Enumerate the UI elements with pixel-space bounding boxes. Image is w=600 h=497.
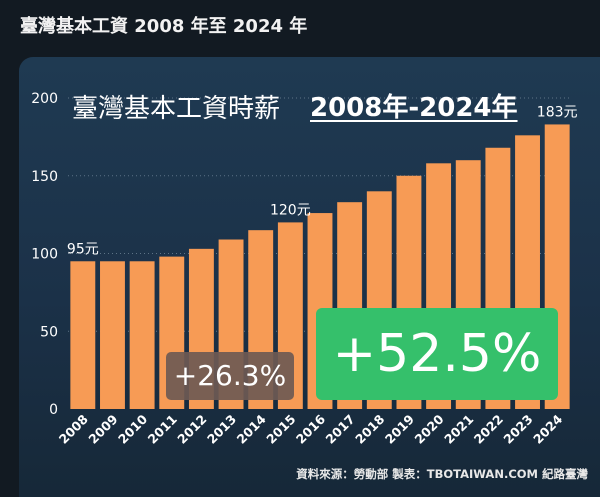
y-tick-label: 100 <box>31 247 58 263</box>
chart-title: 臺灣基本工資時薪 <box>72 94 281 124</box>
x-tick-label: 2012 <box>174 412 209 447</box>
x-tick-label: 2018 <box>352 412 387 447</box>
x-tick-label: 2024 <box>530 411 565 446</box>
bar-2008 <box>70 261 96 409</box>
x-tick-label: 2019 <box>382 412 417 447</box>
x-tick-label: 2010 <box>115 411 150 446</box>
data-label: 120元 <box>270 202 311 218</box>
growth-badge-large: +52.5% <box>316 308 558 400</box>
x-tick-label: 2013 <box>204 412 239 447</box>
x-tick-label: 2015 <box>263 412 298 447</box>
x-tick-label: 2016 <box>293 411 328 446</box>
bar-2010 <box>129 261 155 409</box>
x-tick-label: 2014 <box>234 411 269 446</box>
x-tick-label: 2023 <box>500 412 535 447</box>
y-tick-label: 50 <box>40 324 58 340</box>
x-tick-label: 2009 <box>85 412 120 447</box>
bar-2009 <box>100 261 125 409</box>
x-tick-label: 2008 <box>56 412 91 447</box>
x-tick-label: 2017 <box>323 412 358 447</box>
page-title: 臺灣基本工資 2008 年至 2024 年 <box>20 16 308 37</box>
x-tick-label: 2021 <box>441 412 476 447</box>
y-tick-label: 0 <box>49 402 58 418</box>
data-label: 95元 <box>67 241 99 257</box>
data-label: 183元 <box>537 104 578 120</box>
y-tick-label: 200 <box>31 91 58 107</box>
y-tick-label: 150 <box>31 169 58 185</box>
growth-badge-small: +26.3% <box>166 352 294 400</box>
x-tick-label: 2022 <box>471 412 506 447</box>
x-tick-label: 2011 <box>145 412 180 447</box>
x-tick-label: 2020 <box>411 411 446 446</box>
source-note: 資料來源：勞動部 製表：TBOTAIWAN.COM 紀路臺灣 <box>296 467 588 481</box>
chart-title-years: 2008年-2024年 <box>310 93 518 123</box>
